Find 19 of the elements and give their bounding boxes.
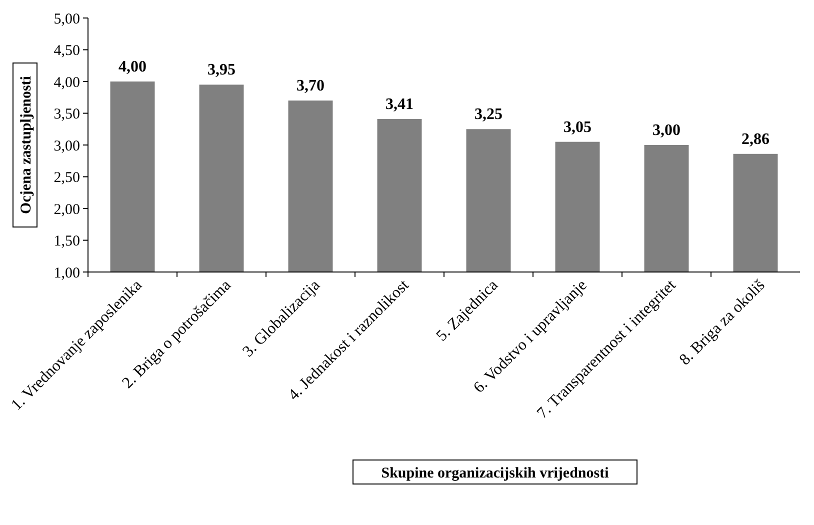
y-tick-label: 2,00 [54,202,80,218]
data-label: 3,70 [296,78,324,95]
data-label: 2,86 [742,130,770,148]
data-label: 3,00 [652,122,680,139]
data-label: 3,41 [386,96,414,113]
data-label: 3,25 [474,106,502,124]
data-label: 3,05 [564,118,592,136]
y-tick-label: 1,50 [54,234,80,250]
y-tick-label: 1,00 [54,265,80,282]
y-tick-label: 3,50 [54,106,80,122]
data-label: 3,95 [208,62,236,79]
y-axis-title: Ocjena zastupljenosti [18,76,34,214]
y-tick-label: 4,00 [54,74,80,91]
y-tick-label: 5,00 [54,11,80,28]
y-tick-label: 3,00 [54,138,80,154]
data-label: 4,00 [118,58,146,76]
y-tick-label: 4,50 [54,43,80,59]
x-axis-title: Skupine organizacijskih vrijednosti [381,465,609,482]
y-tick-label: 2,50 [54,170,80,186]
